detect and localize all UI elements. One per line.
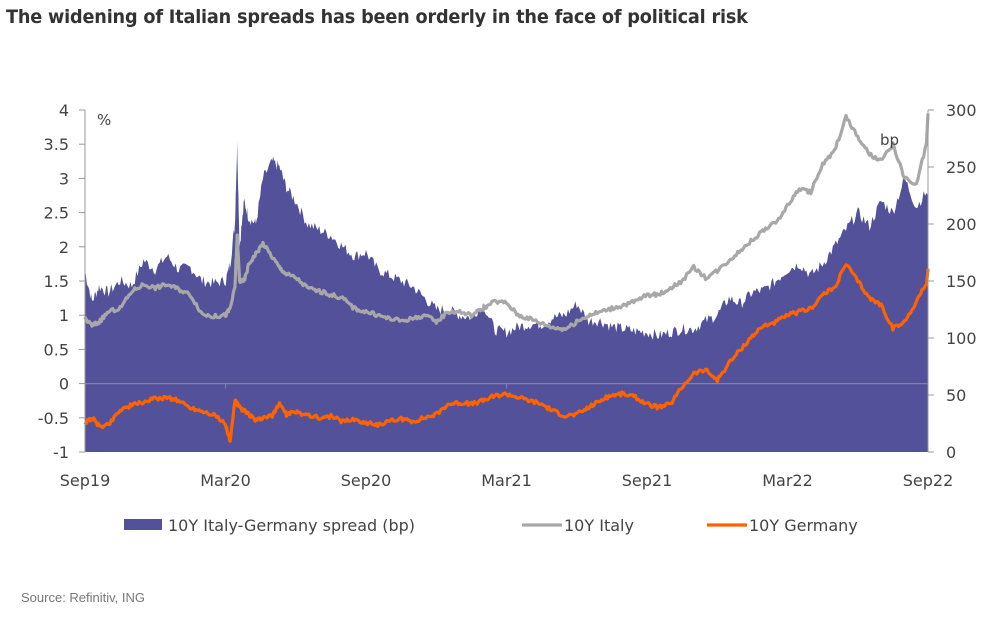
legend-swatch-spread <box>124 519 162 530</box>
left-axis-tick-label: 1 <box>59 306 69 325</box>
axis-layer: 4 3.5 3 2.5 2 1.5 1 0.5 0 -0.5 -1% 300 250 200 150 100 5… <box>38 101 977 490</box>
right-axis-tick-label: 50 <box>946 386 966 405</box>
spread-area-layer <box>85 140 928 452</box>
left-axis-tick-label: -0.5 <box>38 409 69 428</box>
left-axis-tick-label: 4 <box>59 101 69 120</box>
x-axis-tick-label: Mar20 <box>200 471 251 490</box>
right-axis-unit-label: bp <box>880 131 899 149</box>
right-axis-tick-label: 0 <box>946 443 956 462</box>
left-axis-tick-label: 3.5 <box>44 135 69 154</box>
source-note: Source: Refinitiv, ING <box>21 590 146 605</box>
x-axis-tick-label: Sep21 <box>622 471 673 490</box>
legend-item: 10Y Italy <box>522 516 634 535</box>
right-axis-tick-label: 300 <box>946 101 977 120</box>
line-layer <box>83 113 930 443</box>
legend-item: 10Y Italy-Germany spread (bp) <box>124 516 415 535</box>
left-axis-tick-label: 0.5 <box>44 340 69 359</box>
left-axis-tick-label: 3 <box>59 169 69 188</box>
x-axis-tick-label: Mar21 <box>481 471 532 490</box>
left-axis-tick-label: 2 <box>59 238 69 257</box>
legend-label: 10Y Italy <box>564 516 634 535</box>
right-axis-tick-label: 150 <box>946 272 977 291</box>
x-axis-tick-label: Sep20 <box>341 471 392 490</box>
legend-item: 10Y Germany <box>707 516 858 535</box>
left-axis-tick-label: 1.5 <box>44 272 69 291</box>
germany-10y-line <box>83 263 930 443</box>
left-axis-tick-label: 0 <box>59 375 69 394</box>
legend-label: 10Y Germany <box>749 516 858 535</box>
left-axis-tick-label: -1 <box>53 443 69 462</box>
x-axis-tick-label: Sep19 <box>60 471 111 490</box>
right-axis-tick-label: 100 <box>946 329 977 348</box>
x-axis-tick-label: Mar22 <box>762 471 813 490</box>
left-axis-unit-label: % <box>97 111 111 129</box>
legend-label: 10Y Italy-Germany spread (bp) <box>168 516 415 535</box>
italy-10y-line <box>83 113 930 333</box>
chart-title: The widening of Italian spreads has been… <box>6 6 748 28</box>
right-axis-tick-label: 200 <box>946 215 977 234</box>
spread-area <box>85 140 928 452</box>
x-axis-tick-label: Sep22 <box>903 471 954 490</box>
left-axis-tick-label: 2.5 <box>44 204 69 223</box>
right-axis-tick-label: 250 <box>946 158 977 177</box>
legend: 10Y Italy-Germany spread (bp) 10Y Italy 10… <box>124 516 858 535</box>
